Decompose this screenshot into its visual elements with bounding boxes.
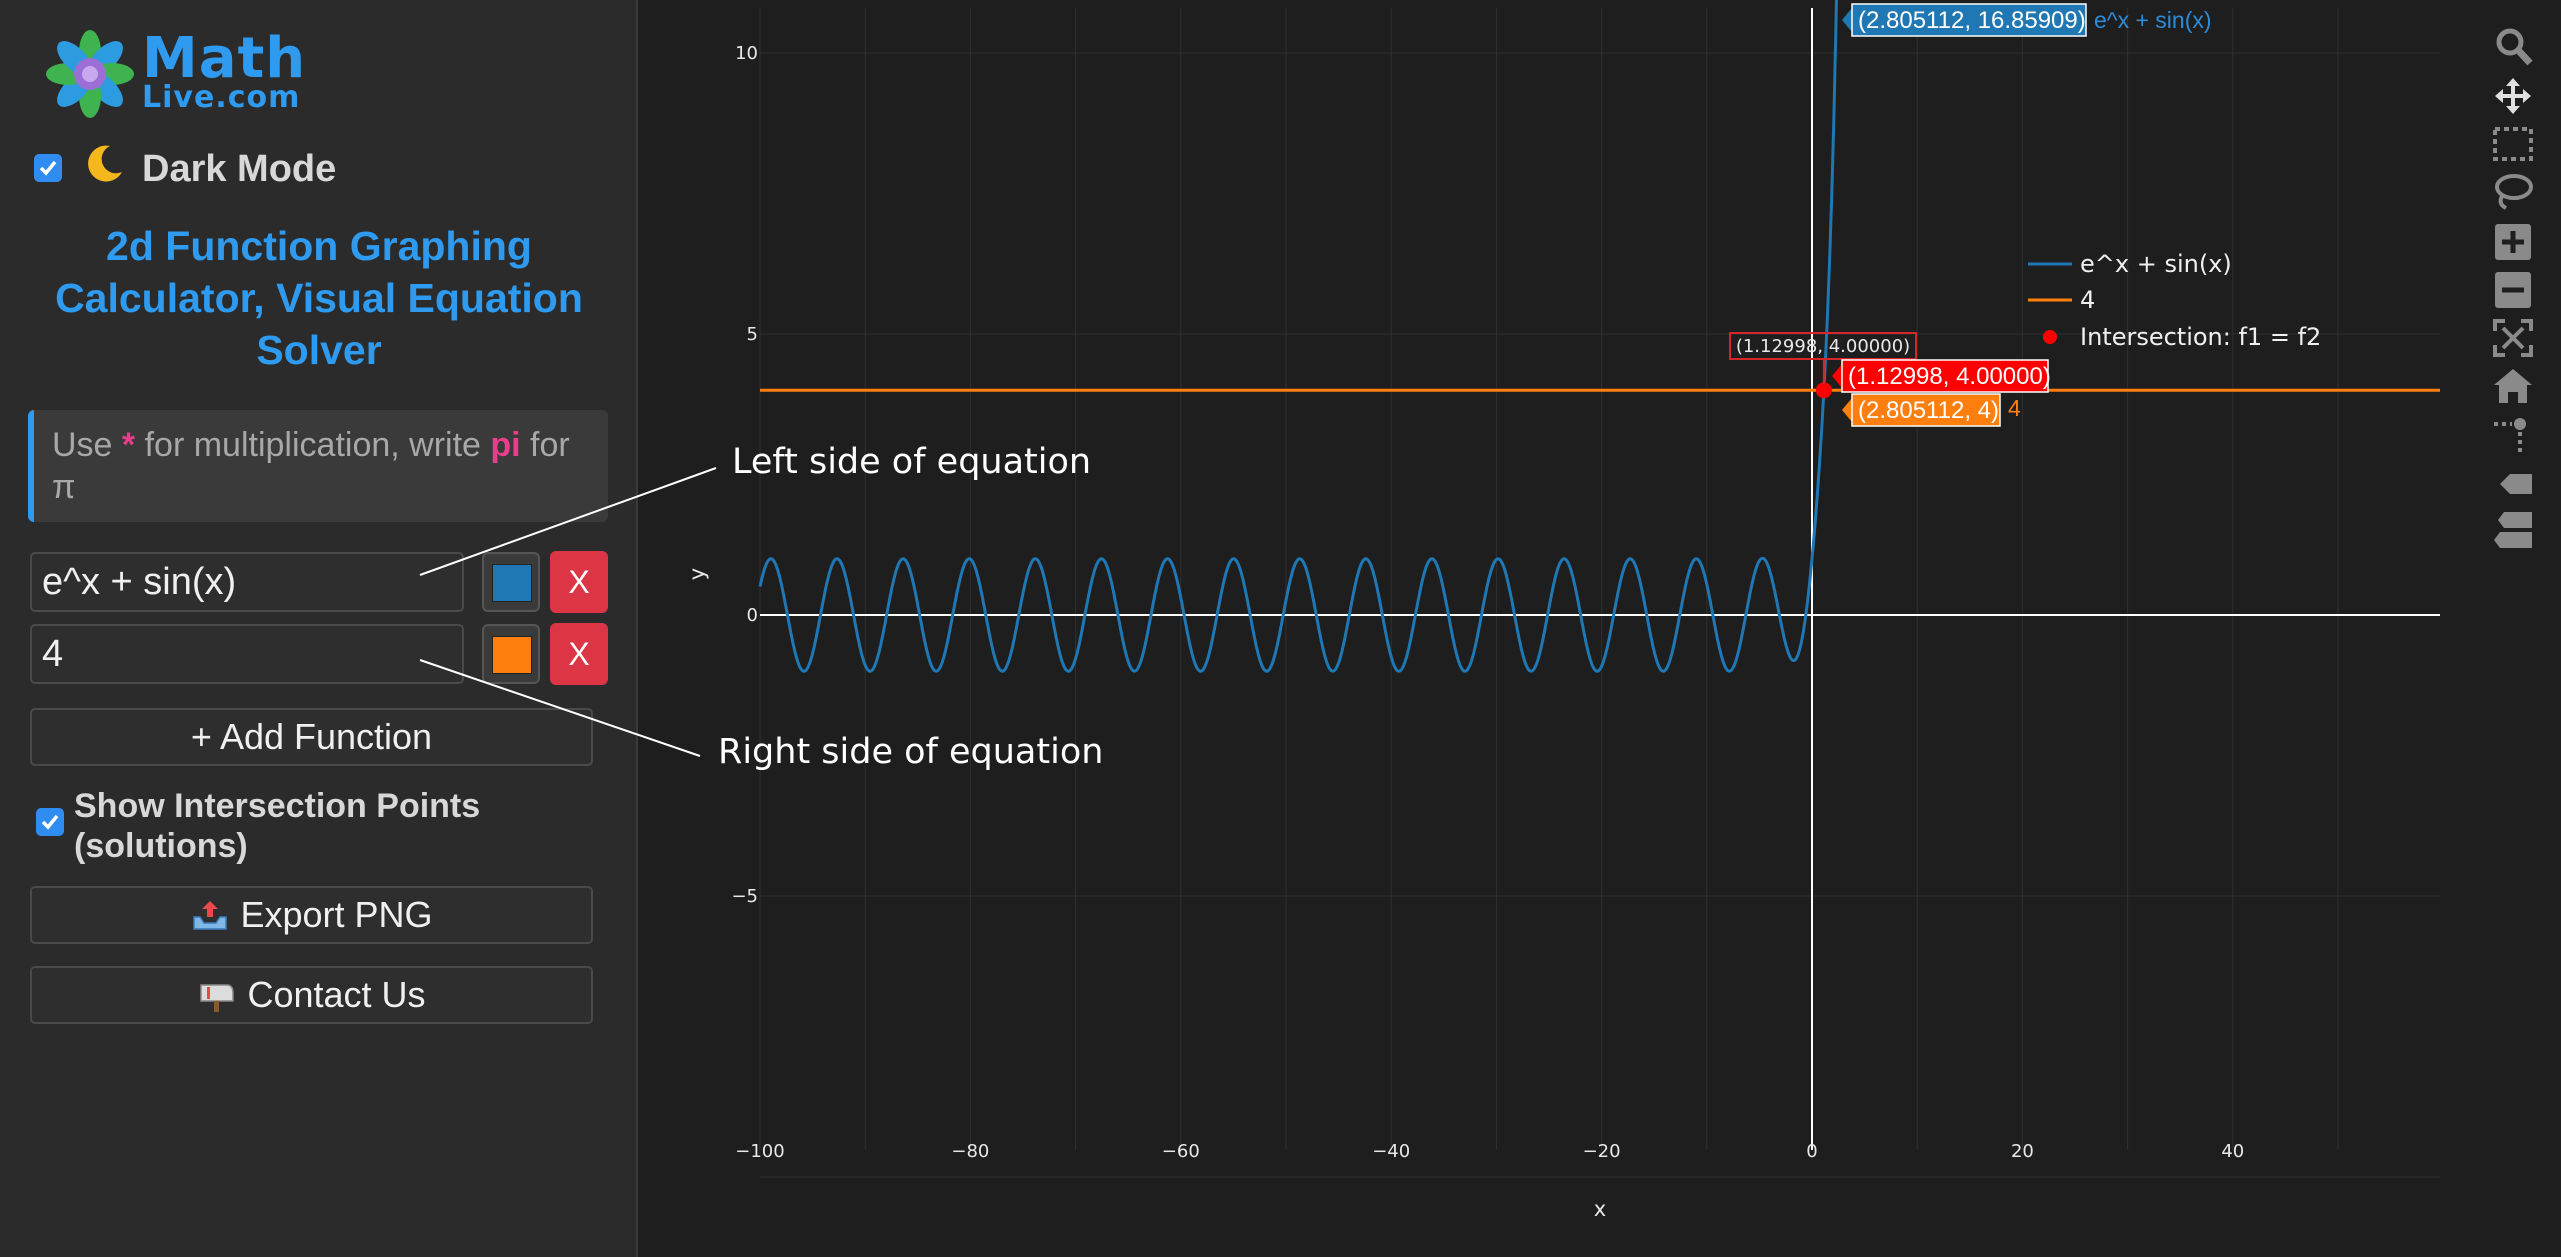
intersection-annotation-text: (1.12998, 4.00000) [1736,336,1910,357]
y-tick-label: −5 [731,886,758,907]
legend-marker [2043,330,2057,344]
pan-icon[interactable] [2490,76,2536,116]
annotation-lines [419,467,717,757]
hover-closest-icon[interactable] [2490,464,2536,504]
hint-text: for π [52,426,570,506]
function-2-color-button[interactable] [482,624,540,684]
color-swatch [492,636,532,674]
function-2-input[interactable]: 4 [30,624,464,684]
plot-legend[interactable]: e^x + sin(x) 4 Intersection: f1 = f2 [2028,250,2321,351]
hint-pi: pi [490,426,521,464]
legend-item[interactable]: e^x + sin(x) [2028,250,2232,278]
plot-labels: (1.12998, 4.00000) (2.805112, 16.85909) e^… [1729,3,2212,427]
hover-label-intersection-text: (1.12998, 4.00000) [1848,363,2051,390]
dark-mode-label: Dark Mode [142,148,337,190]
hover-label-f2-box [1851,393,2001,427]
autoscale-icon[interactable] [2490,318,2536,358]
page-title: 2d Function Graphing Calculator, Visual … [55,223,583,373]
series-line-exp-sin [758,0,1838,673]
y-axis-title: y [685,568,709,580]
add-function-button[interactable]: + Add Function [30,708,593,766]
plot-markers [1815,382,1832,399]
crescent-moon-icon [88,145,122,182]
contact-us-label: Contact Us [247,974,426,1015]
x-tick-label: −20 [1583,1141,1621,1162]
function-2-delete-button[interactable]: X [550,623,608,685]
lotus-logo-icon [46,30,134,118]
hover-series-name-f2: 4 [2008,395,2021,421]
box-select-icon[interactable] [2490,124,2536,164]
function-1-delete-button[interactable]: X [550,551,608,613]
y-tick-label: 0 [747,605,758,626]
plot-grid [759,8,2440,1178]
hover-label-f1-box [1851,3,2087,37]
export-png-label: Export PNG [240,894,433,935]
x-tick-label: −80 [951,1141,989,1162]
color-swatch [492,564,532,602]
reset-axes-icon[interactable] [2490,366,2536,406]
spikelines-icon[interactable] [2490,414,2536,454]
outbox-tray-icon [193,901,228,930]
usage-hint: Use * for multiplication, write pi for π [28,410,608,522]
zoom-in-icon[interactable] [2490,222,2536,262]
hover-label-intersection-box [1841,359,2049,393]
hover-label-f2-text: (2.805112, 4) [1858,397,1999,424]
lasso-select-icon[interactable] [2490,172,2536,212]
legend-item[interactable]: 4 [2028,286,2095,314]
logo[interactable]: Math Live.com [46,26,316,118]
dark-mode-checkbox[interactable] [34,154,62,182]
x-tick-label: −40 [1372,1141,1410,1162]
show-intersections-checkbox[interactable] [36,808,64,836]
legend-label: e^x + sin(x) [2080,250,2232,278]
hover-label-intersection-pointer [1832,364,1842,388]
hint-text: Use [52,426,122,464]
function-1-color-button[interactable] [482,552,540,612]
export-png-button[interactable]: Export PNG [30,886,593,944]
intersection-point[interactable] [1815,382,1832,399]
sidebar: Math Live.com Dark Mode 2d Function Grap… [0,0,638,1257]
show-intersections-label: Show Intersection Points (solutions) [74,787,481,865]
x-tick-label: 20 [2011,1141,2034,1162]
hover-label-f1-pointer [1842,8,1852,32]
logo-text-math: Math [142,26,307,91]
legend-label: Intersection: f1 = f2 [2080,323,2321,351]
zoom-out-icon[interactable] [2490,270,2536,310]
y-tick-label: 10 [735,43,758,64]
plot-series [758,0,2440,673]
hover-series-name-f1: e^x + sin(x) [2094,7,2212,33]
x-axis-title: x [1594,1197,1606,1221]
x-tick-label: 0 [1806,1141,1817,1162]
function-1-input[interactable]: e^x + sin(x) [30,552,464,612]
y-tick-label: 5 [747,324,758,345]
mailbox-icon [200,984,235,1012]
hint-star: * [121,426,136,464]
x-tick-label: −100 [735,1141,784,1162]
x-tick-label: 40 [2221,1141,2244,1162]
zoom-icon[interactable] [2490,26,2536,66]
hover-label-f2-pointer [1842,398,1852,422]
left-side-annotation: Left side of equation [732,442,1092,482]
legend-item[interactable]: Intersection: f1 = f2 [2043,323,2321,351]
hover-compare-icon[interactable] [2490,510,2536,550]
right-side-annotation: Right side of equation [718,732,1104,772]
contact-us-button[interactable]: Contact Us [30,966,593,1024]
hint-text: for multiplication, write [135,426,491,464]
hover-label-f1-text: (2.805112, 16.85909) [1858,7,2086,34]
plot-axes: −100 −80 −60 −40 −20 0 20 40 −5 0 5 10 x y [685,8,2440,1221]
legend-label: 4 [2080,286,2095,314]
x-tick-label: −60 [1162,1141,1200,1162]
logo-text-domain: Live.com [142,80,301,115]
